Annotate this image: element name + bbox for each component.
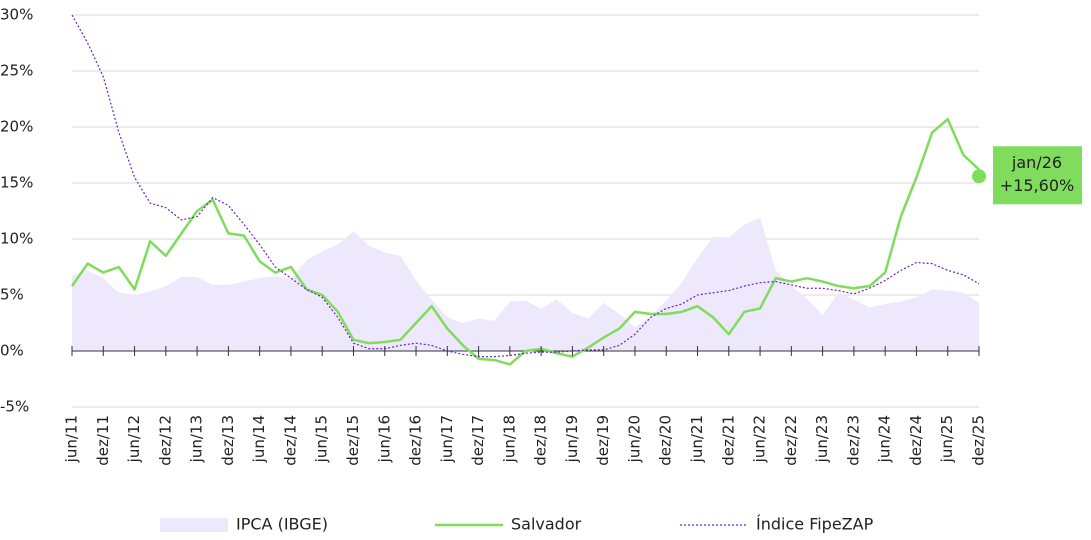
annotation-box (993, 146, 1082, 205)
annotation-label: jan/26 (1011, 153, 1062, 172)
x-tick-label: jun/22 (751, 415, 769, 463)
x-tick-label: dez/11 (94, 415, 112, 466)
x-tick-label: jun/15 (313, 415, 331, 463)
x-tick-label: dez/17 (469, 415, 487, 466)
x-tick-label: dez/12 (156, 415, 174, 466)
x-tick-label: jun/17 (438, 415, 456, 463)
legend-label: Salvador (511, 515, 582, 534)
y-tick-label: 30% (0, 6, 33, 24)
y-tick-label: 15% (0, 174, 33, 192)
x-tick-label: jun/19 (563, 415, 581, 463)
x-tick-label: dez/18 (532, 415, 550, 466)
x-tick-label: jun/13 (188, 415, 206, 463)
x-tick-label: dez/21 (719, 415, 737, 466)
x-tick-label: jun/11 (63, 415, 81, 463)
x-tick-label: jun/16 (375, 415, 393, 463)
x-tick-label: dez/19 (594, 415, 612, 466)
x-tick-label: dez/22 (782, 415, 800, 466)
x-tick-label: dez/15 (344, 415, 362, 466)
x-tick-label: jun/21 (688, 415, 706, 463)
y-tick-label: 25% (0, 62, 33, 80)
area (72, 217, 979, 351)
line (71, 14, 980, 358)
y-tick-label: 5% (0, 286, 24, 304)
line (70, 117, 980, 366)
x-tick-label: jun/23 (813, 415, 831, 463)
x-tick-label: jun/20 (625, 415, 643, 463)
x-tick-label: dez/25 (970, 415, 988, 466)
x-tick-label: dez/24 (907, 415, 925, 466)
x-tick-label: jun/12 (125, 415, 143, 463)
x-tick-label: dez/13 (219, 415, 237, 466)
legend-label: IPCA (IBGE) (236, 515, 328, 534)
y-tick-label: 10% (0, 230, 33, 248)
annotation-value: +15,60% (1000, 176, 1074, 195)
x-tick-label: dez/14 (281, 415, 299, 466)
x-tick-label: jun/14 (250, 415, 268, 463)
y-tick-label: 0% (0, 342, 24, 360)
x-tick-label: dez/16 (407, 415, 425, 466)
x-tick-label: jun/25 (938, 415, 956, 463)
end-marker (972, 169, 986, 184)
legend-swatch (160, 518, 228, 532)
legend-label: Índice FipeZAP (756, 515, 874, 534)
y-tick-label: 20% (0, 118, 33, 136)
y-tick-label: -5% (0, 398, 29, 416)
x-tick-label: jun/18 (500, 415, 518, 463)
x-tick-label: jun/24 (876, 415, 894, 463)
x-tick-label: dez/20 (657, 415, 675, 466)
x-tick-label: dez/23 (844, 415, 862, 466)
